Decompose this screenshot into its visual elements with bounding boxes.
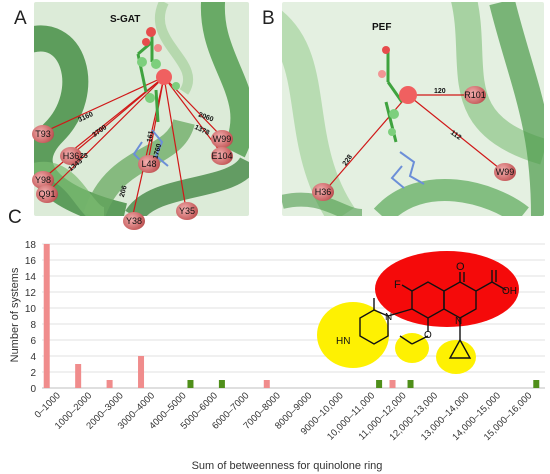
atom-label-piperazine-n: N	[385, 312, 392, 323]
bar	[533, 380, 540, 388]
residue-node: Y38	[123, 212, 145, 230]
y-tick-label: 16	[25, 256, 37, 267]
y-tick-label: 18	[25, 240, 37, 251]
x-tick-label: 0–1000	[33, 390, 63, 420]
y-tick-label: 12	[25, 288, 37, 299]
atom-label-hn: HN	[336, 336, 350, 347]
bar	[218, 380, 225, 388]
bar	[138, 356, 145, 388]
y-axis-label: Number of systems	[9, 267, 21, 362]
y-axis-ticks: 0 2 4 6 8 10 12 14 16 18	[25, 240, 37, 395]
panel-c-letter: C	[8, 207, 22, 228]
panel-a-letter: A	[14, 8, 27, 29]
atom-label-methoxy-o: O	[424, 330, 432, 341]
cyclopropyl-highlight	[436, 340, 476, 374]
residue-node: H36	[312, 183, 334, 201]
bar	[263, 380, 270, 388]
y-tick-label: 10	[25, 304, 37, 315]
bar	[75, 364, 82, 388]
bar	[407, 380, 414, 388]
y-tick-label: 2	[30, 368, 36, 379]
bar	[43, 244, 50, 388]
atom-label-ketone-o: O	[456, 261, 465, 273]
protein-structure-b	[282, 2, 544, 216]
panel-b-letter: B	[262, 8, 275, 29]
panel-b-title: PEF	[372, 22, 392, 33]
betweenness-histogram: 0 2 4 6 8 10 12 14 16 18 0–10001000–20002000–3000…	[9, 240, 545, 472]
residue-node: T93	[32, 125, 54, 143]
edge-weight-label: 120	[434, 88, 446, 95]
residue-node: E104	[211, 147, 233, 165]
atom-label-ring-n: N	[455, 316, 462, 327]
quinolone-molecule: O OH F N N HN O	[317, 251, 519, 374]
piperazine-highlight	[317, 302, 389, 368]
panel-b-structure	[282, 2, 544, 216]
edge-weight-label: 25	[80, 153, 88, 160]
residue-node: Y98	[32, 171, 54, 189]
x-axis-label: Sum of betweenness for quinolone ring	[192, 460, 383, 472]
residue-node: Y35	[176, 202, 198, 220]
y-tick-label: 6	[30, 336, 36, 347]
residue-node: W99	[211, 130, 233, 148]
residue-node: W99	[494, 163, 516, 181]
y-tick-label: 8	[30, 320, 36, 331]
residue-node: L48	[138, 155, 160, 173]
panel-a-title: S-GAT	[110, 14, 141, 25]
y-tick-label: 0	[30, 384, 36, 395]
x-axis-ticks: 0–10001000–20002000–30003000–40004000–50…	[33, 390, 535, 443]
atom-label-fluorine: F	[394, 279, 401, 291]
bar	[376, 380, 383, 388]
residue-node: H36	[60, 147, 82, 165]
y-tick-label: 4	[30, 352, 36, 363]
bar	[389, 380, 396, 388]
bar	[106, 380, 113, 388]
chart-bars	[43, 244, 540, 388]
residue-node: R101	[464, 86, 486, 104]
bar	[187, 380, 194, 388]
panel-a-structure	[34, 2, 249, 216]
y-tick-label: 14	[25, 272, 37, 283]
residue-node: Q91	[36, 185, 58, 203]
atom-label-oh: OH	[502, 286, 517, 297]
protein-structure-a	[34, 2, 249, 216]
